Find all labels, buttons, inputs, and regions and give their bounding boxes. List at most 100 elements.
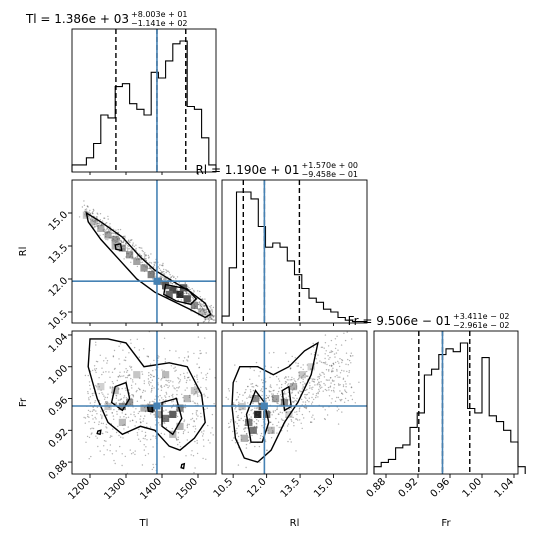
sample-point	[291, 421, 292, 422]
sample-point	[153, 274, 154, 275]
sample-point	[123, 236, 124, 237]
sample-point	[178, 439, 179, 440]
sample-point	[294, 380, 295, 381]
sample-point	[116, 241, 117, 242]
sample-point	[348, 364, 349, 365]
sample-point	[95, 418, 96, 419]
sample-point	[195, 392, 196, 393]
sample-point	[190, 419, 191, 420]
density-bin	[162, 415, 169, 422]
sample-point	[270, 412, 271, 413]
sample-point	[175, 350, 176, 351]
sample-point	[245, 392, 246, 393]
sample-point	[243, 420, 244, 421]
sample-point	[262, 382, 263, 383]
sample-point	[146, 423, 147, 424]
sample-point	[190, 300, 191, 301]
sample-point	[186, 380, 187, 381]
sample-point	[170, 288, 171, 289]
sample-point	[100, 213, 101, 214]
sample-point	[259, 399, 260, 400]
sample-point	[293, 398, 294, 399]
sample-point	[187, 439, 188, 440]
sample-point	[146, 255, 147, 256]
sample-point	[324, 374, 325, 375]
sample-point	[237, 392, 238, 393]
sample-point	[207, 397, 208, 398]
sample-point	[267, 430, 268, 431]
sample-point	[85, 423, 86, 424]
sample-point	[145, 432, 146, 433]
sample-point	[341, 411, 342, 412]
sample-point	[242, 400, 243, 401]
sample-point	[194, 421, 195, 422]
sample-point	[183, 411, 184, 412]
sample-point	[298, 393, 299, 394]
sample-point	[173, 276, 174, 277]
sample-point	[254, 426, 255, 427]
sample-point	[183, 296, 184, 297]
sample-point	[170, 410, 171, 411]
sample-point	[185, 407, 186, 408]
sample-point	[165, 269, 166, 270]
sample-point	[268, 397, 269, 398]
sample-point	[194, 386, 195, 387]
sample-point	[95, 342, 96, 343]
sample-point	[122, 404, 123, 405]
title-base: Fr = 9.506e − 01	[348, 314, 451, 328]
sample-point	[208, 321, 209, 322]
sample-point	[166, 393, 167, 394]
sample-point	[181, 299, 182, 300]
sample-point	[83, 200, 84, 201]
sample-point	[202, 305, 203, 306]
sample-point	[290, 368, 291, 369]
sample-point	[94, 422, 95, 423]
sample-point	[113, 415, 114, 416]
sample-point	[120, 394, 121, 395]
sample-point	[168, 380, 169, 381]
sample-point	[291, 419, 292, 420]
sample-point	[196, 375, 197, 376]
sample-point	[164, 434, 165, 435]
sample-point	[144, 438, 145, 439]
sample-point	[290, 386, 291, 387]
sample-point	[278, 378, 279, 379]
sample-point	[162, 277, 163, 278]
sample-point	[101, 368, 102, 369]
sample-point	[296, 387, 297, 388]
sample-point	[202, 309, 203, 310]
sample-point	[355, 402, 356, 403]
sample-point	[200, 387, 201, 388]
sample-point	[319, 376, 320, 377]
sample-point	[271, 393, 272, 394]
sample-point	[256, 426, 257, 427]
sample-point	[331, 340, 332, 341]
sample-point	[100, 355, 101, 356]
sample-point	[95, 385, 96, 386]
sample-point	[211, 318, 212, 319]
sample-point	[144, 380, 145, 381]
sample-point	[194, 308, 195, 309]
sample-point	[317, 396, 318, 397]
sample-point	[130, 262, 131, 263]
sample-point	[270, 391, 271, 392]
sample-point	[168, 294, 169, 295]
title-Fr: Fr = 9.506e − 01 +3.411e − 02−2.961e − 02	[348, 312, 510, 330]
sample-point	[126, 381, 127, 382]
sample-point	[101, 433, 102, 434]
sample-point	[199, 308, 200, 309]
sample-point	[127, 249, 128, 250]
sample-point	[182, 294, 183, 295]
sample-point	[324, 376, 325, 377]
sample-point	[152, 370, 153, 371]
sample-point	[107, 232, 108, 233]
sample-point	[299, 375, 300, 376]
sample-point	[130, 255, 131, 256]
sample-point	[346, 392, 347, 393]
sample-point	[165, 409, 166, 410]
sample-point	[199, 291, 200, 292]
sample-point	[103, 423, 104, 424]
sample-point	[269, 377, 270, 378]
sample-point	[300, 382, 301, 383]
sample-point	[126, 251, 127, 252]
